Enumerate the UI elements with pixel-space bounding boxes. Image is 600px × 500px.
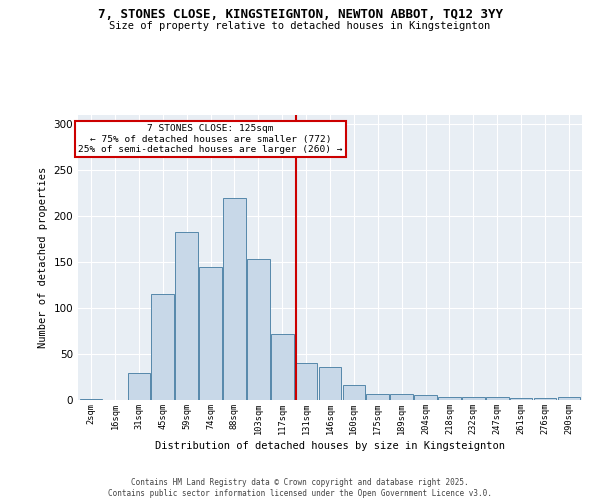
- Bar: [199, 266, 222, 400]
- Bar: [175, 232, 198, 400]
- Bar: [414, 396, 437, 400]
- X-axis label: Distribution of detached houses by size in Kingsteignton: Distribution of detached houses by size …: [155, 441, 505, 451]
- Bar: [557, 397, 580, 400]
- Bar: [486, 397, 509, 400]
- Bar: [271, 334, 293, 400]
- Bar: [343, 386, 365, 400]
- Text: Size of property relative to detached houses in Kingsteignton: Size of property relative to detached ho…: [109, 21, 491, 31]
- Bar: [80, 399, 103, 400]
- Bar: [391, 394, 413, 400]
- Bar: [367, 394, 389, 400]
- Bar: [128, 374, 150, 400]
- Text: 7, STONES CLOSE, KINGSTEIGNTON, NEWTON ABBOT, TQ12 3YY: 7, STONES CLOSE, KINGSTEIGNTON, NEWTON A…: [97, 8, 503, 20]
- Bar: [438, 397, 461, 400]
- Text: 7 STONES CLOSE: 125sqm
← 75% of detached houses are smaller (772)
25% of semi-de: 7 STONES CLOSE: 125sqm ← 75% of detached…: [79, 124, 343, 154]
- Bar: [223, 198, 246, 400]
- Bar: [319, 367, 341, 400]
- Y-axis label: Number of detached properties: Number of detached properties: [38, 167, 48, 348]
- Bar: [510, 398, 532, 400]
- Bar: [151, 294, 174, 400]
- Text: Contains HM Land Registry data © Crown copyright and database right 2025.
Contai: Contains HM Land Registry data © Crown c…: [108, 478, 492, 498]
- Bar: [247, 260, 269, 400]
- Bar: [295, 363, 317, 400]
- Bar: [533, 398, 556, 400]
- Bar: [462, 397, 485, 400]
